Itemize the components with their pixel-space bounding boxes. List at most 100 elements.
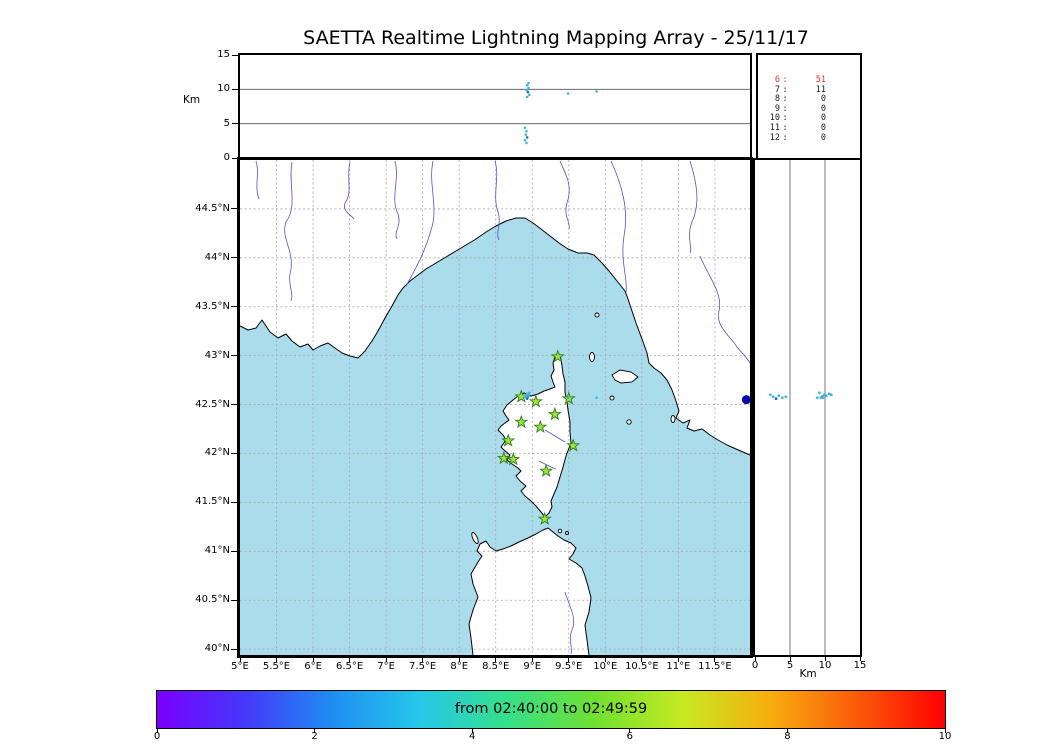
station-star — [528, 394, 543, 408]
lat-tick-label: 40.5°N — [195, 594, 230, 606]
alt-right-tick-label: 0 — [751, 660, 759, 671]
alt-tick-label: 5 — [223, 117, 230, 129]
lightning-point-altlon — [528, 93, 531, 97]
hourly-stats-list: 6:51 7:11 8:0 9:0 10:0 11:0 12:0 — [766, 75, 860, 143]
lat-tick-label: 41.5°N — [195, 496, 230, 508]
axis-tick — [641, 658, 643, 662]
axis-tick — [458, 658, 460, 662]
lon-tick-label: 7.5°E — [409, 661, 437, 672]
lat-tick-label: 41°N — [204, 545, 230, 557]
lon-tick-label: 11.5°E — [698, 661, 732, 672]
lightning-point-altlon — [526, 90, 530, 94]
lightning-point-map — [525, 393, 528, 397]
altitude-axis-label-right: Km — [799, 668, 817, 680]
axis-tick — [568, 658, 570, 662]
axis-tick — [349, 658, 351, 662]
alt-tick-label: 15 — [217, 49, 230, 60]
colorbar-tick-label: 8 — [784, 731, 791, 742]
axis-tick — [276, 658, 278, 662]
station-star — [496, 451, 511, 465]
axis-tick — [239, 658, 241, 662]
colorbar-tick-label: 6 — [626, 731, 633, 742]
axis-tick — [314, 729, 316, 733]
lon-tick-label: 9°E — [523, 661, 542, 672]
hourly-count-row: 11:0 — [769, 122, 826, 133]
axis-tick — [495, 658, 497, 662]
axis-tick — [754, 657, 756, 661]
axis-tick — [471, 729, 473, 733]
hourly-count-row: 8:0 — [774, 94, 826, 105]
lat-tick-label: 42°N — [204, 447, 230, 459]
hourly-count-row: 6:51 — [774, 75, 826, 85]
station-star — [539, 463, 554, 478]
lightning-point-altlon — [525, 88, 528, 92]
page-title: SAETTA Realtime Lightning Mapping Array … — [303, 27, 809, 49]
station-star — [537, 511, 552, 526]
hourly-count-row: 7:11 — [774, 84, 826, 95]
lat-tick-label: 44.5°N — [195, 202, 230, 214]
hourly-stats-panel: 6:51 7:11 8:0 9:0 10:0 11:0 12:0 — [756, 53, 862, 160]
axis-tick — [859, 657, 861, 661]
lightning-point-altlat — [821, 396, 825, 400]
station-star — [550, 349, 565, 363]
lightning-point-altlat — [815, 396, 819, 400]
lon-tick-label: 11°E — [666, 661, 691, 672]
colorbar-tick-label: 0 — [153, 731, 161, 742]
lightning-point-altlat — [774, 397, 778, 401]
axis-tick — [944, 729, 946, 733]
axis-tick — [629, 729, 631, 733]
islands — [471, 312, 676, 544]
lightning-point-altlon — [523, 138, 527, 142]
lightning-point-altlat — [829, 393, 833, 397]
axis-tick — [789, 657, 791, 661]
lat-tick-label: 42.5°N — [195, 398, 230, 410]
alt-lon-panel — [238, 53, 752, 160]
station-star — [533, 419, 548, 433]
station-star — [506, 451, 521, 466]
lightning-point-altlat — [827, 392, 831, 396]
alt-right-tick-label: 15 — [853, 660, 867, 671]
lat-tick-label: 44°N — [204, 251, 230, 263]
station-star — [501, 433, 516, 447]
lat-tick-label: 43°N — [204, 349, 230, 361]
lightning-point-altlon — [523, 126, 527, 130]
lightning-point-altlon — [525, 136, 529, 139]
lightning-point-altlat — [818, 391, 821, 395]
lightning-point-altlat — [780, 396, 784, 400]
time-colorbar: from 02:40:00 to 02:49:59 — [156, 690, 946, 729]
colorbar-tick-label: 4 — [469, 731, 476, 742]
axis-tick — [531, 658, 533, 662]
alt-tick-label: 0 — [223, 152, 230, 163]
lon-tick-label: 6.5°E — [335, 661, 364, 672]
lightning-point-altlon — [525, 141, 528, 145]
lon-tick-label: 10°E — [593, 661, 618, 672]
station-star — [566, 438, 581, 452]
lightning-point-altlat — [771, 395, 775, 399]
lightning-point-altlon — [527, 86, 530, 90]
lightning-point-altlon — [525, 95, 529, 99]
colorbar-tick-label: 10 — [938, 731, 952, 742]
lightning-point-altlat — [825, 394, 828, 398]
colorbar-gradient — [157, 691, 945, 728]
axis-tick — [786, 729, 788, 733]
lightning-point-altlon — [525, 129, 528, 133]
station-star — [514, 414, 529, 429]
hourly-count-row: 9:0 — [774, 103, 826, 114]
axis-tick — [156, 729, 158, 733]
axis-tick — [385, 658, 387, 662]
lightning-point-altlon — [566, 92, 570, 95]
lon-tick-label: 7°E — [377, 661, 395, 672]
lightning-point-altlon — [527, 81, 530, 85]
axis-tick — [604, 658, 606, 662]
lightning-point-map — [566, 396, 570, 400]
rivers — [255, 160, 750, 655]
lon-tick-label: 8°E — [450, 661, 469, 672]
lightning-point-map — [525, 397, 529, 400]
lightning-point-altlat — [819, 396, 823, 400]
alt-lon-canvas — [240, 81, 750, 145]
lon-tick-label: 9.5°E — [555, 661, 583, 672]
lightning-point-altlon — [524, 133, 527, 136]
map-marker-dot — [741, 395, 750, 405]
lightning-point-altlon — [525, 83, 529, 87]
lon-tick-label: 10.5°E — [625, 661, 659, 672]
